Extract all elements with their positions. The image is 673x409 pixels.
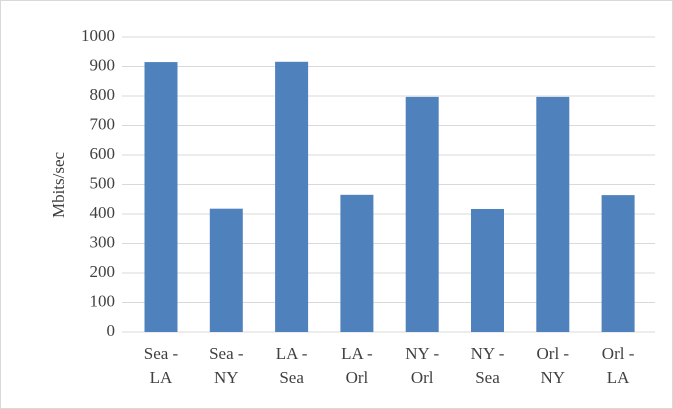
bar — [405, 96, 439, 332]
bar — [601, 195, 635, 332]
x-tick-label: Sea -LA — [144, 344, 179, 387]
y-tick-label: 500 — [90, 173, 116, 192]
y-tick-label: 400 — [90, 203, 116, 222]
x-tick-label: LA -Orl — [341, 344, 373, 387]
y-tick-label: 700 — [90, 114, 116, 133]
y-tick-label: 0 — [107, 321, 116, 340]
x-tick-label: NY -Sea — [471, 344, 505, 387]
bar — [471, 208, 504, 332]
y-tick-label: 900 — [90, 55, 116, 74]
y-tick-label: 100 — [90, 291, 116, 310]
y-tick-label: 300 — [90, 232, 116, 251]
x-tick-label: NY -Orl — [405, 344, 439, 387]
x-tick-label: Orl -NY — [537, 344, 570, 387]
x-tick-label: Orl -LA — [602, 344, 635, 387]
y-tick-label: 1000 — [81, 26, 115, 45]
y-tick-label: 800 — [90, 85, 116, 104]
x-tick-label: LA -Sea — [276, 344, 308, 387]
y-tick-label: 200 — [90, 262, 116, 281]
bar — [340, 194, 374, 332]
bar — [144, 62, 178, 332]
bar — [536, 96, 570, 332]
y-tick-label: 600 — [90, 144, 116, 163]
bar — [275, 61, 309, 332]
bar — [209, 208, 243, 332]
y-axis-label: Mbits/sec — [49, 151, 68, 218]
x-tick-label: Sea -NY — [209, 344, 244, 387]
